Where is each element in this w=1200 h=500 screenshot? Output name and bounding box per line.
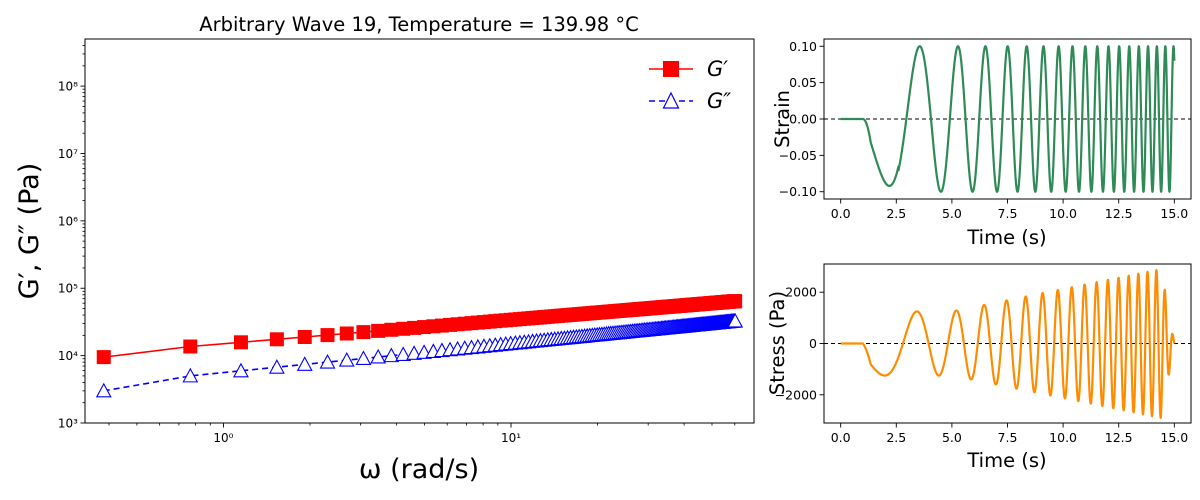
stress-x-ticks: 0.0 2.5 5.0 7.5 10.0 12.5 15.0 [831,423,1188,445]
strain-plot-area [824,45,1191,193]
g-prime-point [371,323,386,338]
legend-g-double-prime-marker [662,91,680,109]
g-prime-point [269,332,284,347]
g-double-prime-point [296,356,313,371]
strain-x-tick-label: 2.5 [886,206,906,221]
g-prime-point [356,325,371,340]
strain-chart: 0.0 2.5 5.0 7.5 10.0 12.5 15.0 −0.10 −0.05 0.00 0… [771,38,1192,249]
strain-x-tick-label: 0.0 [831,206,851,221]
g-double-prime-point [406,345,422,360]
strain-x-tick-label: 5.0 [942,206,962,221]
stress-x-tick-label: 0.0 [831,430,851,445]
moduli-axes-frame [84,38,755,424]
stress-x-tick-label: 10.0 [1049,430,1077,445]
stress-x-tick-label: 5.0 [942,430,962,445]
strain-y-ticks: −0.10 −0.05 0.00 0.05 0.10 [779,39,824,199]
strain-x-tick-label: 12.5 [1105,206,1133,221]
stress-plot-area [824,268,1191,419]
moduli-x-tick-label: 10¹ [501,431,521,445]
g-prime-point [183,339,198,354]
g-double-prime-point [95,382,112,398]
moduli-y-tick-label: 10⁵ [58,282,78,296]
stress-y-tick-label: 0 [809,336,817,351]
moduli-y-tick-label: 10⁸ [58,80,78,94]
stress-x-tick-label: 15.0 [1160,430,1188,445]
strain-y-tick-label: −0.10 [779,184,817,199]
moduli-y-axis-label: G′, G″ (Pa) [14,163,45,300]
strain-x-tick-label: 15.0 [1160,206,1188,221]
moduli-y-tick-label: 10⁶ [58,214,78,228]
g-prime-point [728,294,743,309]
g-double-prime-point [395,346,412,361]
stress-y-ticks: −2000 0 2000 [775,285,824,402]
strain-y-tick-label: 0.00 [789,112,817,127]
g-prime-point [320,328,335,343]
moduli-x-ticks: 10⁰ 10¹ [108,423,736,445]
moduli-x-tick-label: 10⁰ [213,431,233,445]
strain-x-tick-label: 10.0 [1049,206,1077,221]
g-prime-point [339,326,354,341]
stress-y-axis-label: Stress (Pa) [766,291,789,395]
strain-y-axis-label: Strain [771,90,794,148]
legend-g-prime-label: G′ [707,57,728,81]
legend-g-double-prime-label: G″ [707,89,731,113]
strain-y-tick-label: −0.05 [779,148,817,163]
strain-y-tick-label: 0.10 [789,39,817,54]
g-double-prime-point [319,353,336,369]
strain-y-tick-label: 0.05 [789,75,817,90]
g-prime-point [384,322,399,337]
moduli-plot-area [95,294,744,398]
moduli-y-tick-label: 10⁷ [58,147,78,161]
g-prime-point [297,329,312,344]
g-double-prime-point [727,312,744,328]
stress-y-tick-label: 2000 [785,285,817,300]
g-double-prime-point [338,352,355,367]
stress-series-line [839,268,1176,419]
stress-x-tick-label: 12.5 [1105,430,1133,445]
strain-x-axis-label: Time (s) [966,226,1046,249]
strain-x-tick-label: 7.5 [998,206,1018,221]
g-double-prime-point [268,359,285,374]
stress-x-axis-label: Time (s) [966,449,1046,472]
stress-x-tick-label: 2.5 [886,430,906,445]
moduli-y-tick-label: 10³ [58,417,78,431]
strain-series-line [839,45,1176,193]
g-double-prime-point [370,348,387,364]
stress-y-tick-label: −2000 [775,387,817,402]
g-double-prime-point [383,347,400,363]
stress-chart: 0.0 2.5 5.0 7.5 10.0 12.5 15.0 −2000 0 2000 Time… [766,263,1192,472]
g-prime-point [96,350,111,365]
moduli-x-axis-label: ω (rad/s) [359,454,479,485]
moduli-chart: Arbitrary Wave 19, Temperature = 139.98 … [14,13,755,485]
moduli-y-ticks: 10³ 10⁴ 10⁵ 10⁶ 10⁷ 10⁸ [58,45,85,431]
g-double-prime-point [182,367,199,383]
legend-g-prime-marker [663,61,679,77]
g-double-prime-point [233,362,249,378]
moduli-legend: G′ G″ [649,57,731,113]
strain-x-ticks: 0.0 2.5 5.0 7.5 10.0 12.5 15.0 [831,199,1188,221]
g-prime-point [233,335,248,350]
stress-x-tick-label: 7.5 [998,430,1018,445]
moduli-chart-title: Arbitrary Wave 19, Temperature = 139.98 … [199,13,639,36]
g-double-prime-point [355,350,372,365]
moduli-y-tick-label: 10⁴ [58,349,78,363]
